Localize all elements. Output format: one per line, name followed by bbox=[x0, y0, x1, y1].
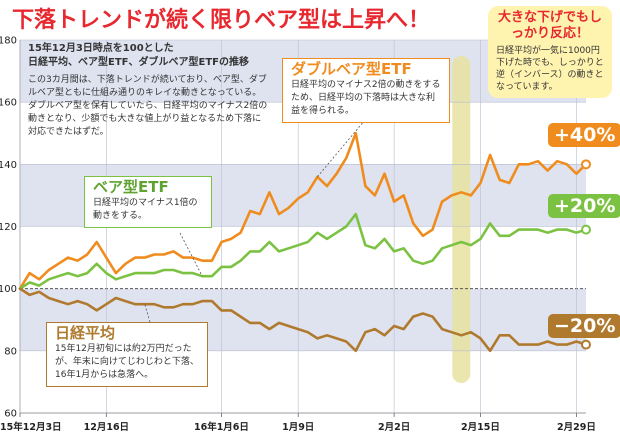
x-tick-label: 15年12月3日 bbox=[0, 421, 62, 433]
note-body: この3カ月間は、下落トレンドが続いており、ベア型、ダブルベア型ともに仕組み通りの… bbox=[28, 75, 268, 137]
series-line-bear bbox=[18, 212, 588, 291]
nikkei-change-badge: −20% bbox=[548, 314, 620, 338]
series-end-marker-nikkei bbox=[581, 339, 591, 350]
double-bear-label-title: ダブルベア型ETF bbox=[291, 60, 412, 78]
note-title-2: 日経平均、ベア型ETF、ダブルベア型ETFの推移 bbox=[28, 57, 249, 68]
bear-label-title: ベア型ETF bbox=[93, 178, 169, 196]
x-tick-label: 2月29日 bbox=[557, 422, 596, 433]
callout-body: 日経平均が一気に1000円下げた時でも、しっかりと逆（インバース）の動きとなって… bbox=[496, 46, 604, 92]
y-tick-label: 140 bbox=[0, 160, 17, 171]
chart-lines bbox=[18, 132, 591, 353]
bear-label-body: 日経平均のマイナス1倍の動きをする。 bbox=[93, 198, 198, 221]
y-tick-label: 180 bbox=[0, 36, 17, 47]
x-tick-label: 12月16日 bbox=[84, 422, 129, 433]
connector-bear bbox=[179, 232, 203, 277]
series-line-nikkei bbox=[18, 287, 588, 353]
bear-change-badge: +20% bbox=[548, 194, 620, 218]
chart-title: 下落トレンドが続く限りベア型は上昇へ！ bbox=[12, 8, 431, 33]
nikkei-label-title: 日経平均 bbox=[55, 324, 116, 342]
double-bear-change-badge: +40% bbox=[548, 123, 620, 147]
x-tick-label: 2月15日 bbox=[461, 422, 500, 433]
label-connectors bbox=[144, 119, 366, 323]
nikkei-label: 日経平均 15年12月初旬には約2万円だったが、年末に向けてじわじわと下落、16… bbox=[46, 322, 208, 387]
x-tick-label: 1月9日 bbox=[282, 422, 314, 433]
callout-title: 大きな下げでもしっかり反応！ bbox=[497, 10, 602, 41]
x-tick-label: 16年1月6日 bbox=[194, 421, 249, 433]
connector-nikkei bbox=[144, 304, 151, 323]
series-end-marker-double_bear bbox=[581, 159, 591, 170]
highlight-column bbox=[452, 56, 471, 383]
bear-label: ベア型ETF 日経平均のマイナス1倍の動きをする。 bbox=[84, 176, 212, 228]
reaction-callout: 大きな下げでもしっかり反応！ 日経平均が一気に1000円下げた時でも、しっかりと… bbox=[488, 6, 612, 98]
y-tick-label: 100 bbox=[0, 284, 17, 295]
series-line-double_bear bbox=[18, 132, 588, 291]
y-tick-label: 120 bbox=[0, 222, 17, 233]
y-tick-label: 80 bbox=[4, 346, 17, 357]
highlight-band bbox=[452, 56, 471, 383]
chart-note: 15年12月3日時点を100とした 日経平均、ベア型ETF、ダブルベア型ETFの… bbox=[28, 42, 268, 139]
note-title-1: 15年12月3日時点を100とした bbox=[28, 43, 174, 54]
double-bear-label-body: 日経平均のマイナス2倍の動きをするため、日経平均の下落時は大きな利益を得られる。 bbox=[291, 80, 441, 116]
connector-double_bear bbox=[317, 119, 366, 178]
double-bear-label: ダブルベア型ETF 日経平均のマイナス2倍の動きをするため、日経平均の下落時は大… bbox=[282, 58, 450, 123]
y-tick-label: 160 bbox=[0, 98, 17, 109]
nikkei-label-body: 15年12月初旬には約2万円だったが、年末に向けてじわじわと下落、16年1月から… bbox=[55, 344, 199, 380]
x-tick-label: 2月2日 bbox=[378, 422, 410, 433]
series-end-marker-bear bbox=[581, 224, 591, 235]
y-tick-label: 60 bbox=[4, 409, 17, 420]
